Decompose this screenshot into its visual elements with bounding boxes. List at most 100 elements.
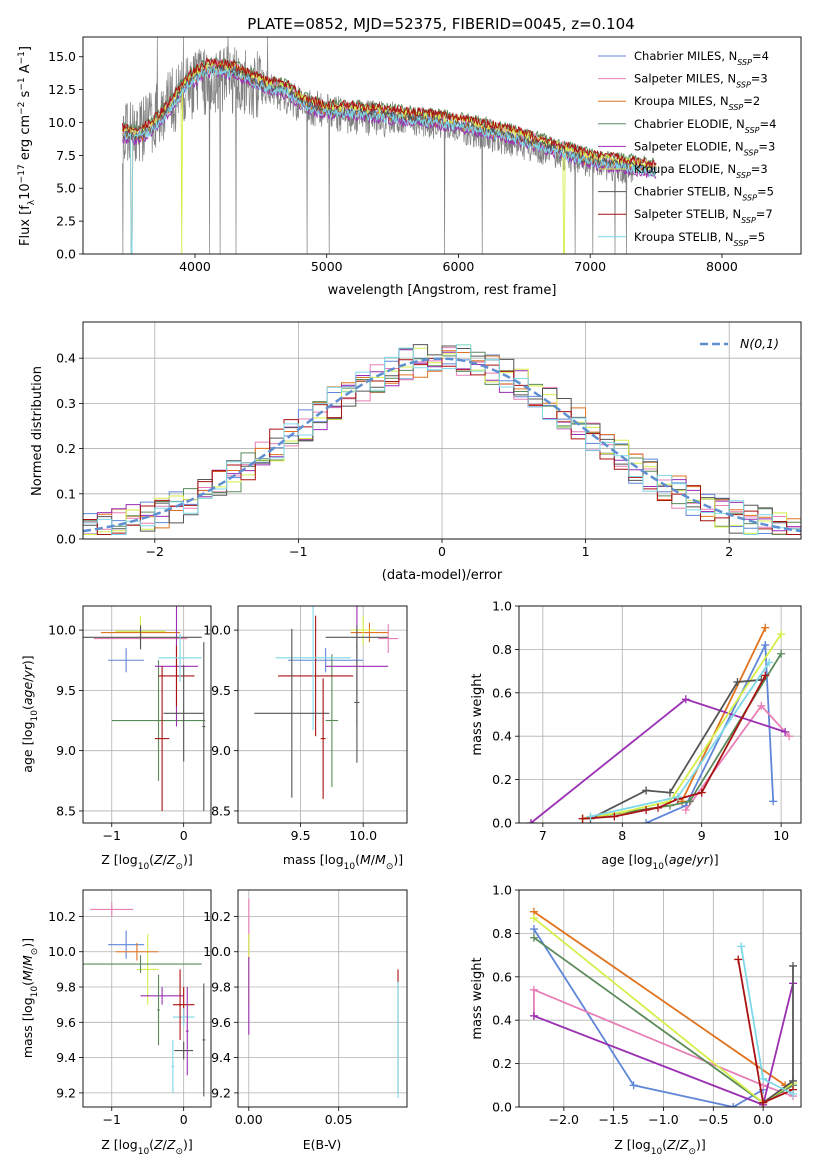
x-tick-label: 9 [698, 828, 706, 843]
mass-weight-point-salpeter-miles [785, 732, 794, 741]
errorbar-chabrier-stelib [163, 665, 204, 762]
x-tick-label: 0.0 [753, 1112, 773, 1127]
mass-weight-point-salpeter-stelib [761, 671, 770, 680]
x-tick-label: −1.0 [648, 1112, 678, 1127]
mass-weight-point-chabrier-miles [769, 797, 778, 806]
errorbar-kroupa-elodie [350, 615, 376, 645]
x-tick-label: −1 [103, 828, 121, 843]
mass-weight-point-chabrier-miles [529, 925, 538, 934]
errorbar-kroupa-stelib [158, 633, 202, 682]
legend-label-normal: N(0,1) [740, 336, 779, 351]
mass-weight-vs-age-panel: 7 8 9 10 0.0 0.2 0.4 0.6 0.8 1.0 mass weight age [l… [470, 599, 802, 872]
y-tick-label: 9.4 [211, 1050, 231, 1065]
y-tick-label: 10.0 [48, 944, 76, 959]
legend-label-chabrier-stelib: Chabrier STELIB, NSSP=5 [634, 185, 774, 203]
x-axis-label: Z [log10(Z/Z⊙)] [101, 852, 193, 872]
y-tick-label: 1.0 [492, 883, 512, 898]
y-tick-label: 0.0 [56, 247, 76, 262]
y-tick-label: 0.2 [492, 1056, 512, 1071]
y-tick-label: 9.0 [56, 743, 76, 758]
x-axis-label: (data-model)/error [382, 568, 503, 583]
x-tick-label: 0.00 [235, 1112, 263, 1127]
y-tick-label: 9.4 [56, 1050, 76, 1065]
errorbar-chabrier-stelib [202, 642, 206, 811]
mass-weight-line-chabrier-miles [645, 641, 775, 823]
mass-weight-point-chabrier-elodie [529, 933, 538, 942]
mass-weight-point-chabrier-miles [642, 819, 651, 823]
y-tick-label: 9.5 [211, 683, 231, 698]
errorbar-kroupa-miles [350, 622, 389, 643]
axes-frame [237, 605, 408, 824]
x-tick-label: 1 [582, 544, 590, 559]
y-tick-label: 15.0 [48, 49, 76, 64]
mass-weight-point-salpeter-miles [529, 985, 538, 994]
errorbar-chabrier-stelib [254, 628, 330, 798]
axes-frame [237, 889, 408, 1108]
x-axis-label: wavelength [Angstrom, rest frame] [328, 283, 557, 298]
x-tick-label: 7 [539, 828, 547, 843]
x-tick-label: 10 [773, 828, 789, 843]
y-tick-label: 5.0 [56, 181, 76, 196]
y-tick-label: 0.2 [492, 772, 512, 787]
mass-weight-point-chabrier-stelib [642, 786, 651, 795]
histogram-step-kroupa-stelib [83, 344, 801, 535]
y-tick-label: 2.5 [56, 214, 76, 229]
x-axis-label: E(B-V) [303, 1137, 342, 1152]
errorbar-chabrier-miles [108, 648, 145, 673]
errorbar-salpeter-elodie [185, 987, 189, 1076]
x-tick-label: −0.5 [698, 1112, 728, 1127]
plot-area [83, 902, 206, 1097]
y-tick-label: 0.3 [56, 396, 76, 411]
axes-frame [82, 605, 212, 824]
y-axis-label: Normed distribution [30, 366, 45, 496]
y-tick-label: 0.0 [492, 1100, 512, 1115]
mass-weight-point-chabrier-elodie [777, 649, 786, 658]
x-tick-label: 7000 [574, 259, 606, 274]
age-vs-metallicity-panel: −1 0 8.5 9.0 9.5 10.0 Z [log10(Z/Z⊙)] age [log1… [20, 605, 212, 872]
mass-weight-point-chabrier-miles [729, 1103, 738, 1107]
errorbar-salpeter-stelib [178, 969, 182, 1040]
normal-distribution-curve [83, 357, 801, 533]
plot-area [122, 37, 657, 254]
errorbar-salpeter-stelib [154, 666, 170, 811]
mass-weight-point-salpeter-elodie [681, 695, 690, 704]
y-tick-label: 10.0 [48, 115, 76, 130]
x-tick-label: 0.05 [325, 1112, 353, 1127]
y-tick-label: 0.2 [56, 441, 76, 456]
legend-label-salpeter-stelib: Salpeter STELIB, NSSP=7 [634, 207, 773, 225]
mass-weight-point-salpeter-stelib [578, 814, 587, 823]
x-tick-label: 0 [180, 828, 188, 843]
legend-label-chabrier-elodie: Chabrier ELODIE, NSSP=4 [634, 117, 776, 135]
y-tick-label: 0.8 [492, 642, 512, 657]
mass-vs-ebv-panel: 0.00 0.05 9.2 9.4 9.6 9.8 10.0 10.2 E(B-V) [203, 889, 408, 1152]
x-axis-label: Z [log10(Z/Z⊙)] [101, 1137, 193, 1157]
y-axis-label: age [log10(age/yr)] [20, 655, 40, 772]
y-tick-label: 8.5 [211, 803, 231, 818]
legend-label-chabrier-miles: Chabrier MILES, NSSP=4 [634, 49, 769, 67]
y-tick-label: 9.8 [211, 980, 231, 995]
histogram-step-salpeter-stelib [83, 357, 801, 535]
y-tick-label: 10.2 [203, 909, 231, 924]
y-tick-label: 9.6 [211, 1015, 231, 1030]
x-tick-label: −2.0 [549, 1112, 579, 1127]
x-tick-label: −1 [289, 544, 307, 559]
mass-weight-point-chabrier-stelib [789, 961, 798, 970]
y-tick-label: 0.0 [56, 532, 76, 547]
plot-area [526, 623, 794, 823]
plot-area [83, 344, 801, 535]
errorbar-chabrier-stelib [83, 625, 202, 650]
x-axis-label: mass [log10(M/M⊙)] [283, 852, 403, 872]
mass-weight-point-salpeter-stelib [654, 803, 663, 812]
errorbar-chabrier-miles [108, 930, 145, 959]
legend-label-salpeter-elodie: Salpeter ELODIE, NSSP=3 [634, 139, 775, 157]
y-tick-label: 9.6 [56, 1015, 76, 1030]
legend-label-kroupa-stelib: Kroupa STELIB, NSSP=5 [634, 230, 765, 248]
axes-frame [82, 36, 802, 255]
y-tick-label: 9.2 [56, 1085, 76, 1100]
mass-weight-point-salpeter-elodie [781, 727, 790, 736]
mass-vs-metallicity-panel: −1 0 9.2 9.4 9.6 9.8 10.0 10.2 Z [log10(Z/Z⊙)] ma… [20, 889, 212, 1157]
axes-frame [518, 889, 802, 1108]
y-tick-label: 10.2 [48, 909, 76, 924]
x-axis-label: Z [log10(Z/Z⊙)] [614, 1137, 706, 1157]
errorbar-kroupa-miles [115, 942, 159, 961]
